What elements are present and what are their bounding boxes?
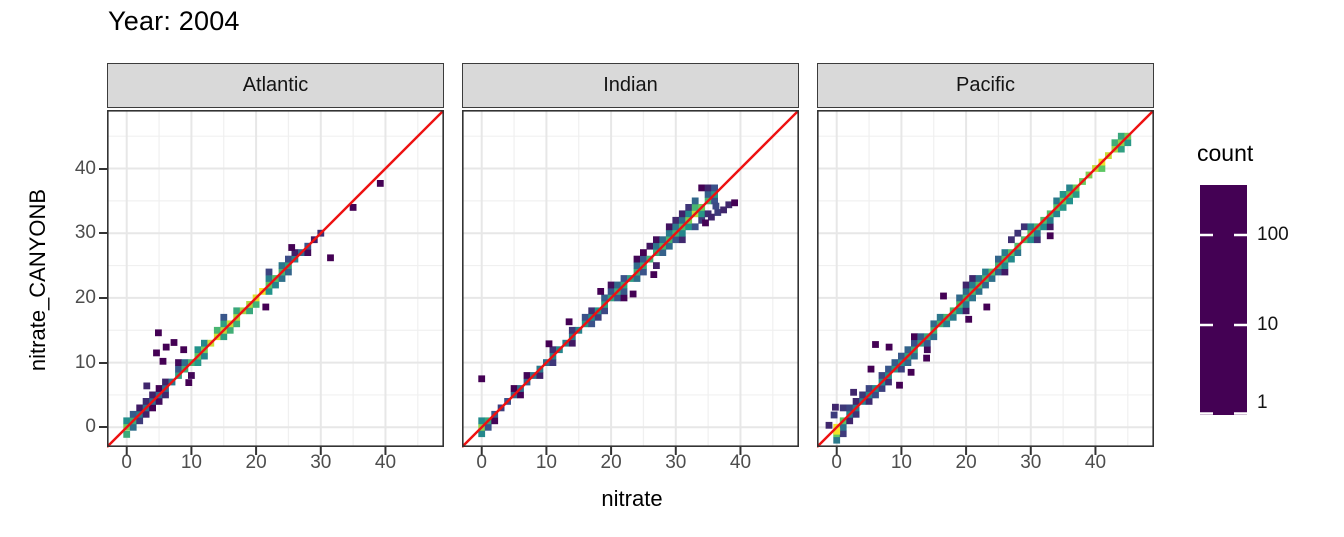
x-tick-label: 0 (121, 452, 132, 473)
panel-border (107, 110, 444, 447)
plot-title: Year: 2004 (108, 6, 240, 36)
facet-strip-label: Atlantic (242, 74, 309, 96)
facet-strip-indian: Indian (462, 63, 799, 108)
x-tick-label: 30 (1020, 452, 1042, 473)
y-tick-label: 10 (74, 351, 96, 373)
identity-line (462, 110, 799, 448)
panel-border (817, 110, 1154, 447)
y-tick-mark (99, 232, 107, 235)
y-tick-label: 0 (85, 416, 96, 438)
x-tick-label: 10 (180, 452, 202, 473)
y-tick-label: 30 (74, 222, 96, 244)
y-axis-title: nitrate_CANYONB (25, 188, 50, 372)
legend-tick-marks (1200, 233, 1247, 415)
x-axis-title: nitrate (601, 486, 663, 511)
y-tick-mark (99, 167, 107, 170)
y-tick-label: 20 (74, 286, 96, 308)
panel-border (462, 110, 799, 447)
panel-atlantic (107, 110, 444, 455)
x-tick-marks (480, 447, 742, 455)
legend-tick-label: 1 (1257, 392, 1268, 413)
x-tick-label: 40 (729, 452, 752, 473)
legend-tick-label: 100 (1257, 224, 1289, 245)
gridlines-major (107, 110, 444, 447)
y-tick-mark (99, 296, 107, 299)
facet-strip-atlantic: Atlantic (107, 63, 444, 108)
x-tick-label: 40 (374, 452, 397, 473)
panel-indian (462, 110, 799, 455)
x-tick-label: 10 (535, 452, 557, 473)
x-tick-label: 30 (665, 452, 687, 473)
legend-title: count (1197, 140, 1254, 166)
x-tick-label: 20 (955, 452, 977, 473)
x-tick-label: 20 (245, 452, 267, 473)
x-tick-label: 0 (831, 452, 842, 473)
panel-pacific (817, 110, 1154, 455)
facet-strip-pacific: Pacific (817, 63, 1154, 108)
gridlines-minor (462, 110, 799, 447)
x-tick-label: 40 (1084, 452, 1107, 473)
legend-colorbar (1200, 185, 1247, 420)
y-tick-mark (99, 426, 107, 429)
identity-line (107, 110, 444, 448)
legend-colorbar-svg (1200, 185, 1247, 415)
x-tick-marks (835, 447, 1097, 455)
identity-line (817, 110, 1154, 448)
x-tick-label: 10 (890, 452, 912, 473)
y-tick-mark (99, 361, 107, 364)
x-tick-label: 20 (600, 452, 622, 473)
x-tick-marks (125, 447, 387, 455)
x-tick-label: 0 (476, 452, 487, 473)
gridlines-minor (817, 110, 1154, 447)
y-tick-label: 40 (74, 157, 96, 179)
x-tick-label: 30 (310, 452, 332, 473)
colorbar-gradient (1200, 185, 1247, 415)
gridlines-major (462, 110, 799, 447)
facet-strip-label: Pacific (956, 74, 1015, 96)
facet-strip-label: Indian (603, 74, 658, 96)
legend-tick-label: 10 (1257, 314, 1279, 335)
